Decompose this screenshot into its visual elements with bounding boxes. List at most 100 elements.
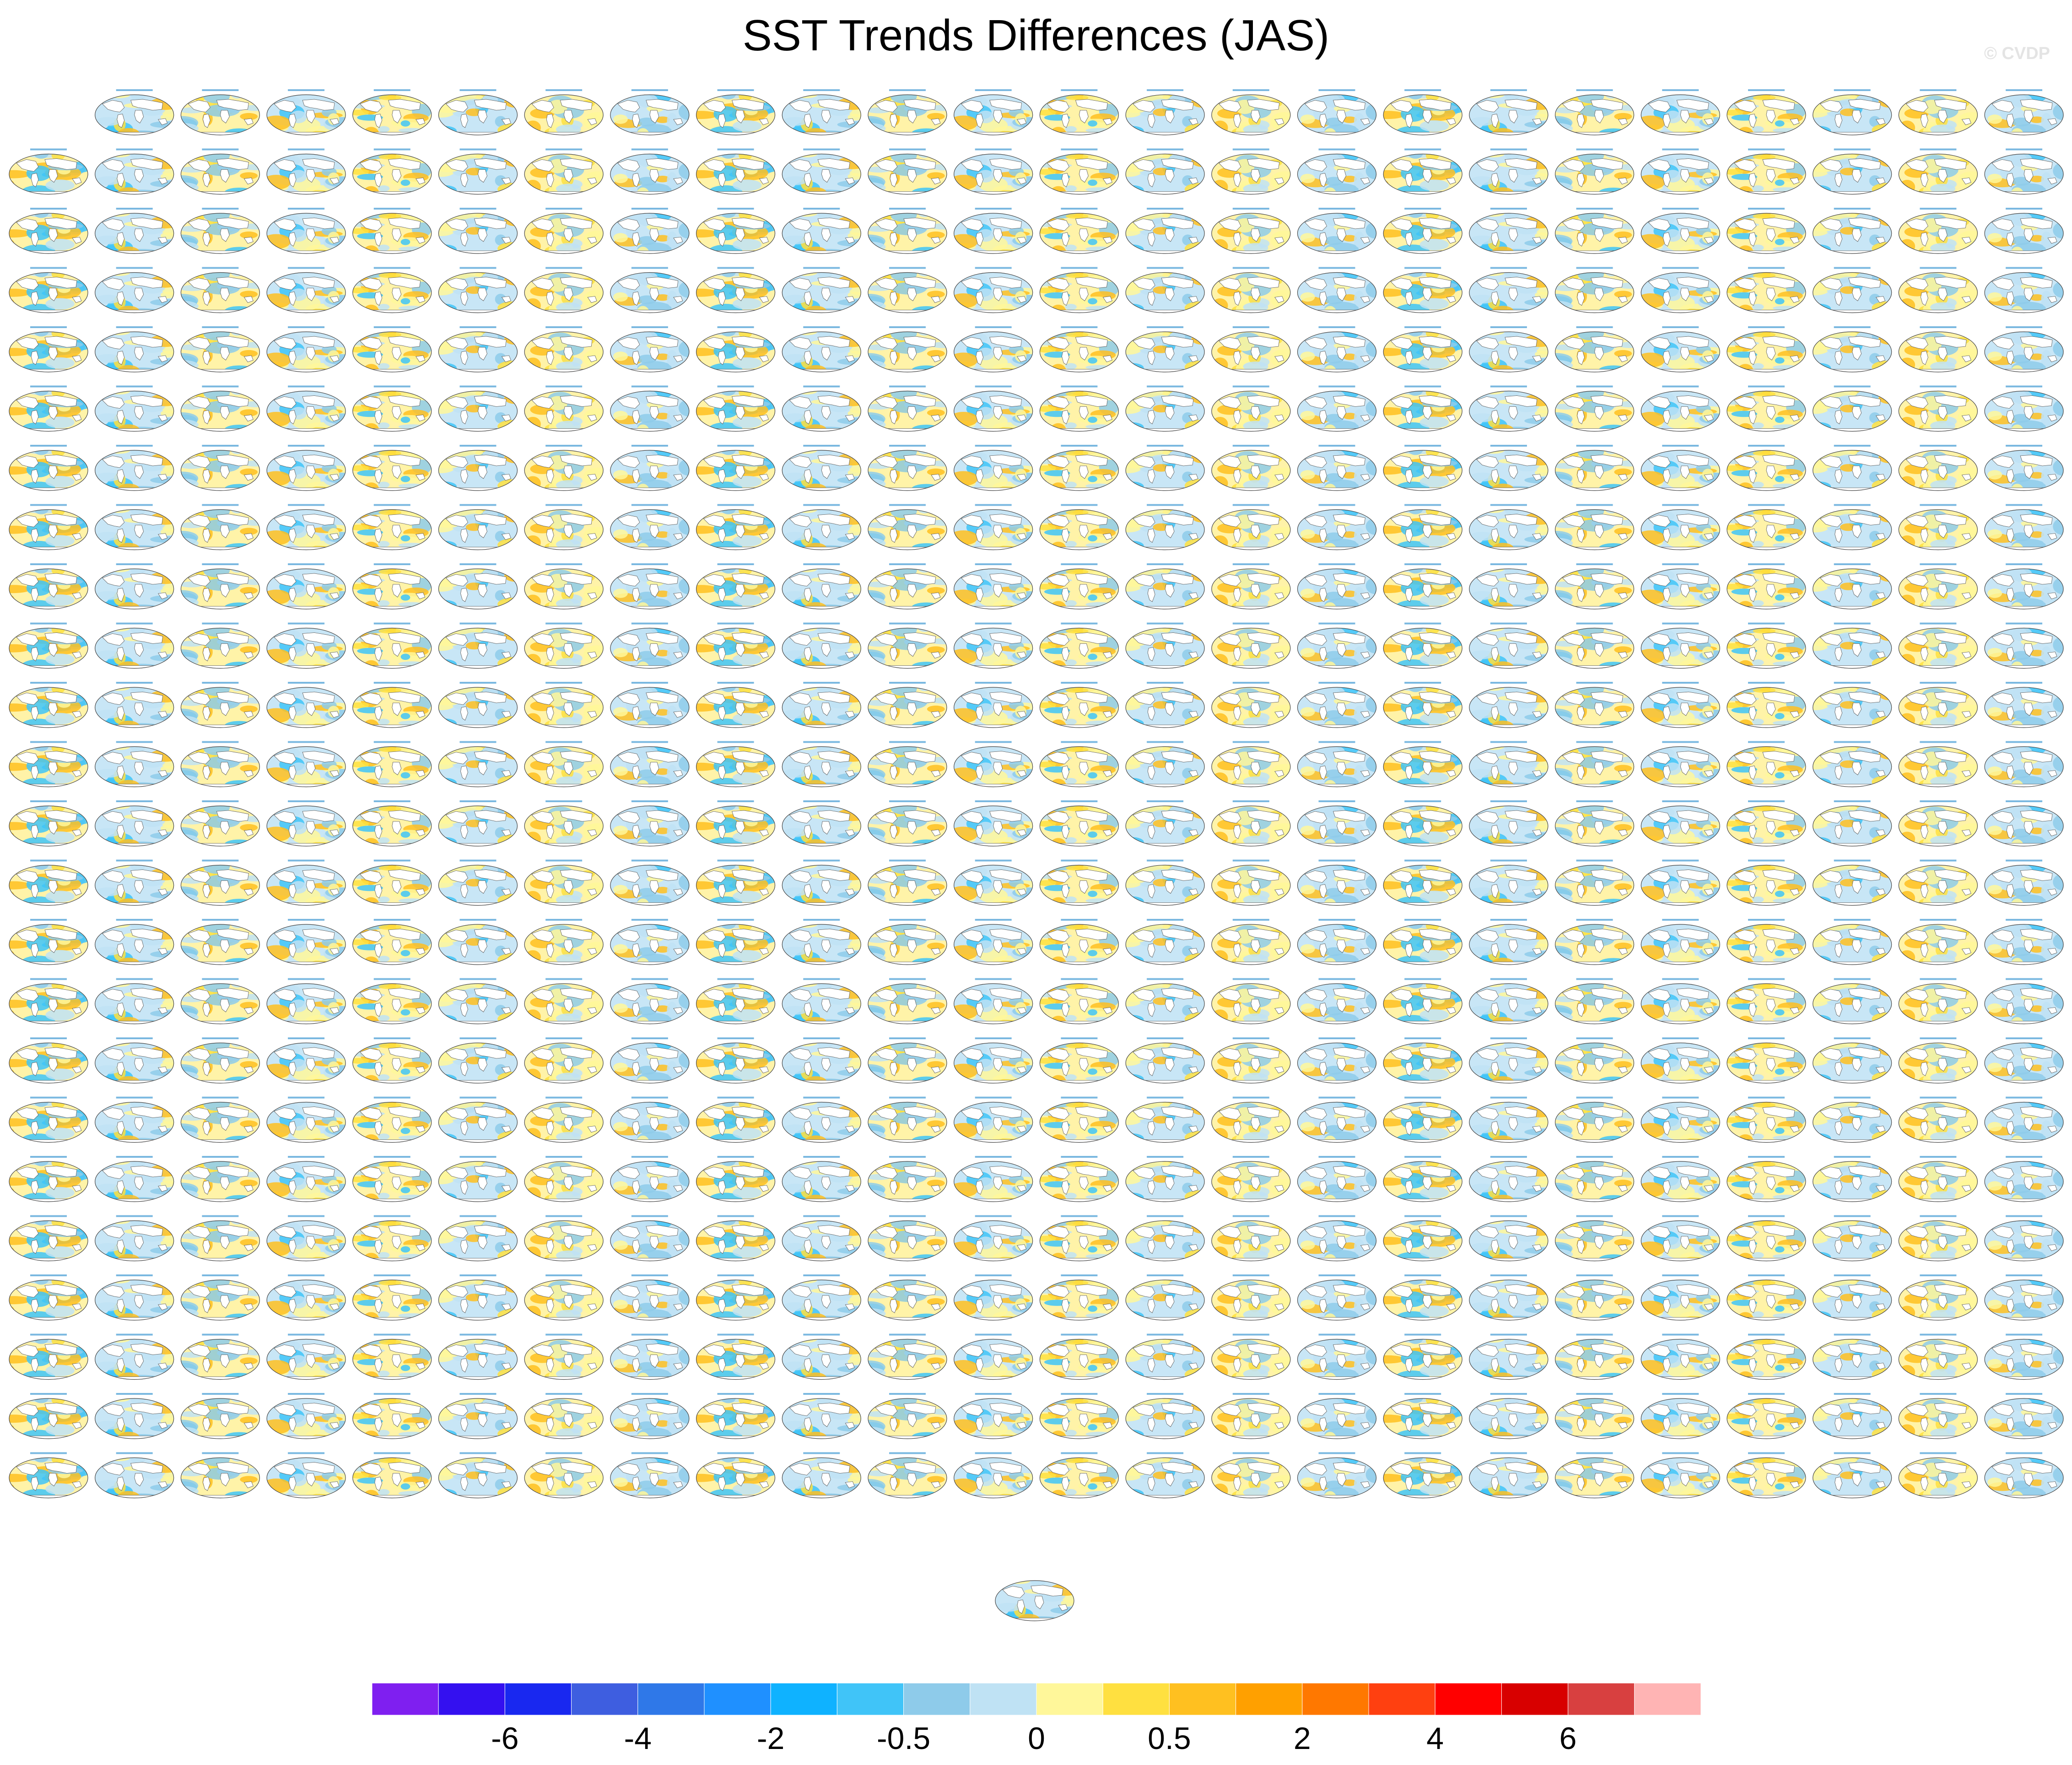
map-panel — [1984, 146, 2072, 202]
map-panel — [79, 209, 187, 259]
map-panel-caption — [545, 978, 583, 980]
map-panel-caption — [1404, 741, 1441, 743]
map-panel-caption — [116, 326, 153, 328]
map-panel — [518, 447, 607, 494]
map-panel — [249, 1395, 356, 1441]
map-panel-caption — [459, 89, 496, 91]
map-panel-caption — [1147, 978, 1184, 980]
map-panel-caption — [717, 385, 754, 388]
map-panel-caption — [1834, 89, 1871, 91]
map-panel — [1371, 384, 1467, 437]
map-panel-caption — [631, 1037, 668, 1039]
map-panel-caption — [1748, 622, 1785, 625]
map-panel-caption — [717, 208, 754, 210]
map-panel-caption — [1662, 800, 1699, 802]
map-panel-caption — [459, 385, 496, 388]
map-panel — [1984, 1272, 2072, 1328]
map-panel — [348, 1214, 432, 1267]
map-panel — [766, 505, 874, 556]
map-panel-caption — [1662, 1215, 1699, 1217]
map-panel-caption — [1748, 385, 1785, 388]
map-panel-caption — [1318, 326, 1355, 328]
map-panel — [348, 799, 432, 852]
map-panel-caption — [116, 1452, 153, 1454]
map-panel — [1798, 982, 1901, 1026]
map-panel — [424, 212, 527, 255]
map-panel-caption — [1490, 919, 1527, 921]
map-panel — [1539, 1215, 1641, 1264]
map-panel — [1297, 264, 1386, 321]
map-panel-caption — [545, 1037, 583, 1039]
map-panel-caption — [1490, 1274, 1527, 1276]
map-panel-caption — [1834, 1333, 1871, 1336]
map-panel — [1111, 1042, 1214, 1085]
map-panel-caption — [288, 741, 325, 743]
map-panel — [853, 741, 954, 790]
map-panel-caption — [1662, 1274, 1699, 1276]
map-panel — [1111, 686, 1214, 729]
map-panel — [766, 564, 874, 615]
map-panel-caption — [1147, 1274, 1184, 1276]
map-panel-caption — [30, 800, 67, 802]
map-panel — [1722, 1214, 1807, 1267]
map-panel-caption — [1576, 89, 1613, 91]
map-panel-caption — [1061, 919, 1098, 921]
map-panel — [249, 1218, 356, 1263]
map-panel — [937, 270, 1044, 315]
map-panel — [1111, 1101, 1214, 1144]
map-panel — [766, 90, 874, 141]
map-panel-caption — [717, 89, 754, 91]
map-panel — [348, 977, 432, 1030]
map-panel — [937, 447, 1044, 493]
map-panel-caption — [30, 504, 67, 506]
map-panel — [1984, 798, 2072, 854]
map-panel-caption — [2006, 1333, 2043, 1336]
map-panel — [853, 563, 954, 612]
map-panel — [937, 1395, 1044, 1441]
map-panel-caption — [631, 445, 668, 447]
map-panel — [424, 982, 527, 1026]
map-panel-caption — [1920, 741, 1957, 743]
map-panel — [79, 1394, 187, 1445]
map-panel — [853, 267, 954, 316]
map-panel — [1205, 684, 1294, 731]
map-panel-caption — [631, 1393, 668, 1395]
map-panel-caption — [545, 1452, 583, 1454]
map-panel-caption — [1232, 859, 1269, 862]
map-panel — [937, 210, 1044, 256]
map-panel — [424, 567, 527, 610]
map-panel — [610, 916, 699, 972]
map-panel-caption — [459, 859, 496, 862]
map-panel-caption — [1662, 978, 1699, 980]
map-panel-caption — [373, 622, 410, 625]
map-panel-caption — [1318, 1156, 1355, 1158]
map-panel-caption — [288, 622, 325, 625]
map-panel-caption — [1748, 267, 1785, 269]
map-panel — [1371, 858, 1467, 911]
map-panel-caption — [373, 859, 410, 862]
map-panel-caption — [1147, 682, 1184, 684]
map-panel — [853, 1215, 954, 1264]
map-panel — [1893, 91, 1981, 139]
map-panel-caption — [459, 978, 496, 980]
map-panel — [1297, 146, 1386, 202]
map-panel-caption — [459, 919, 496, 921]
map-panel-caption — [1404, 1333, 1441, 1336]
map-panel-caption — [373, 1215, 410, 1217]
map-panel-caption — [631, 741, 668, 743]
map-panel-caption — [1576, 445, 1613, 447]
map-panel-caption — [202, 148, 239, 151]
map-panel-caption — [975, 1274, 1012, 1276]
map-panel — [1205, 151, 1294, 198]
map-panel-caption — [631, 504, 668, 506]
map-panel-caption — [1404, 504, 1441, 506]
map-panel-caption — [288, 385, 325, 388]
map-panel-caption — [1232, 504, 1269, 506]
map-panel-caption — [975, 1156, 1012, 1158]
map-panel-caption — [373, 385, 410, 388]
map-panel-caption — [1404, 385, 1441, 388]
map-panel-caption — [1147, 1037, 1184, 1039]
map-panel-caption — [1061, 563, 1098, 565]
map-panel — [1984, 1450, 2072, 1506]
map-panel — [518, 151, 607, 198]
